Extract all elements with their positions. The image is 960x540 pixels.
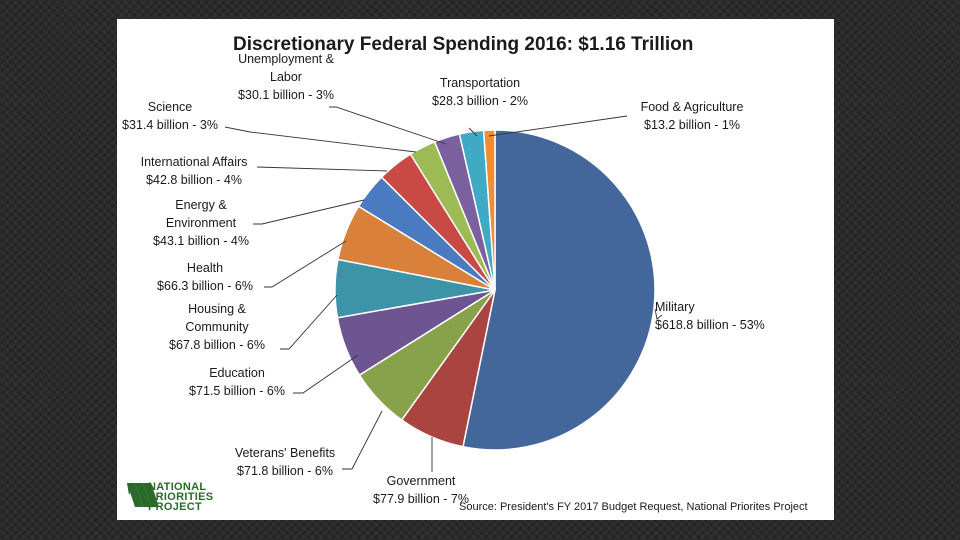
slice-label-line: Health [187,261,223,275]
slice-label-education: Education $71.5 billion - 6% [189,366,285,398]
logo-line-2: PRIORITIES [148,491,213,503]
logo-line-1: NATIONAL [148,481,206,493]
slice-label-unemployment-labor: Unemployment & Labor $30.1 billion - 3% [238,52,335,102]
slice-label-line: Food & Agriculture [641,100,744,114]
slide-canvas: Discretionary Federal Spending 2016: $1.… [117,19,834,520]
leader-line [488,115,628,137]
logo: NATIONAL PRIORITIES PROJECT [127,481,213,513]
slice-label-line: $42.8 billion - 4% [146,173,242,187]
leader-line [654,308,663,320]
slice-label-line: Labor [270,70,302,84]
slice-label-line: $31.4 billion - 3% [122,118,218,132]
slice-label-line: Community [185,320,249,334]
slice-label-military: Military $618.8 billion - 53% [655,300,765,332]
slice-label-line: $43.1 billion - 4% [153,234,249,248]
slice-label-line: Military [655,300,695,314]
slice-label-line: International Affairs [141,155,248,169]
pie-chart: Discretionary Federal Spending 2016: $1.… [122,34,808,513]
chart-source: Source: President's FY 2017 Budget Reque… [459,501,808,513]
leader-line [280,294,338,350]
slice-label-line: $67.8 billion - 6% [169,338,265,352]
slice-label-energy-environment: Energy & Environment $43.1 billion - 4% [153,198,249,248]
slice-label-line: Unemployment & [238,52,335,66]
slice-label-government: Government $77.9 billion - 7% [373,474,469,506]
leader-line [253,199,365,225]
leader-line [264,240,347,288]
slice-label-line: Government [387,474,456,488]
chart-title: Discretionary Federal Spending 2016: $1.… [233,34,693,55]
pie-slice-food-agriculture [482,129,496,291]
slice-label-science: Science $31.4 billion - 3% [122,100,218,132]
slice-label-food-agriculture: Food & Agriculture $13.2 billion - 1% [641,100,744,132]
slice-label-line: Science [148,100,193,114]
logo-line-3: PROJECT [148,501,202,513]
pie-slice-military [462,129,656,451]
slice-label-line: $71.8 billion - 6% [237,464,333,478]
slice-label-line: Energy & [175,198,227,212]
slice-label-veterans-benefits: Veterans' Benefits $71.8 billion - 6% [235,446,335,478]
slice-label-line: $30.1 billion - 3% [238,88,334,102]
leader-lines [224,106,663,472]
logo-mark-icon [127,483,159,507]
slice-label-line: $66.3 billion - 6% [157,279,253,293]
slice-label-line: $13.2 billion - 1% [644,118,740,132]
slice-label-international-affairs: International Affairs $42.8 billion - 4% [141,155,248,187]
leader-line [342,410,383,470]
slice-label-line: Veterans' Benefits [235,446,335,460]
pie-slices [334,129,656,451]
slice-label-line: $77.9 billion - 7% [373,492,469,506]
slice-label-line: $28.3 billion - 2% [432,94,528,108]
slice-label-line: Transportation [440,76,520,90]
leader-line [329,106,447,145]
slice-label-line: Environment [166,216,237,230]
leader-line [293,354,359,394]
slice-labels: Military $618.8 billion - 53% Government $7… [122,52,765,506]
slice-label-health: Health $66.3 billion - 6% [157,261,253,293]
leader-line [224,126,417,153]
slice-label-line: Education [209,366,265,380]
slice-label-transportation: Transportation $28.3 billion - 2% [432,76,528,108]
slice-label-line: $71.5 billion - 6% [189,384,285,398]
slice-label-line: Housing & [188,302,246,316]
leader-line [256,166,388,172]
slice-label-housing-community: Housing & Community $67.8 billion - 6% [169,302,265,352]
leader-line [468,127,478,137]
slice-label-line: $618.8 billion - 53% [655,318,765,332]
